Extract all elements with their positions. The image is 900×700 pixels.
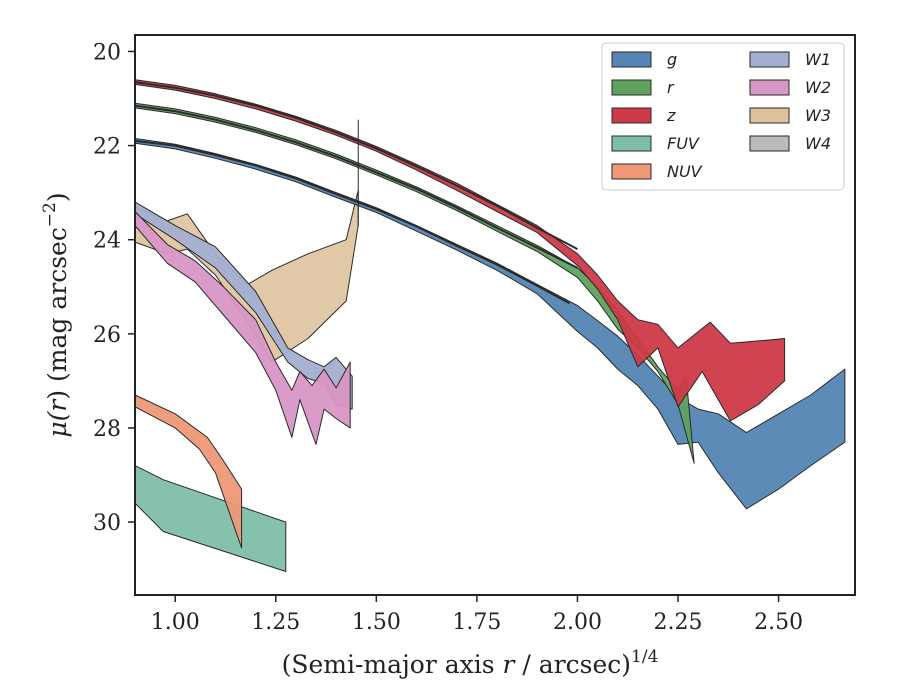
legend-swatch-W4 [749, 135, 790, 152]
y-tick-label: 24 [93, 229, 121, 254]
legend-label-W4: W4 [805, 134, 831, 153]
legend-label-W1: W1 [805, 50, 831, 69]
legend-swatch-g [611, 51, 652, 68]
x-tick-label: 2.50 [754, 610, 803, 635]
x-tick-label: 1.50 [352, 610, 401, 635]
legend-label-g: g [667, 50, 677, 69]
legend-swatch-W3 [749, 107, 790, 124]
x-tick-label: 2.00 [553, 610, 602, 635]
model-curve-r [134, 104, 578, 269]
legend-label-z: z [666, 106, 676, 125]
band-g [134, 138, 846, 510]
plot-frame [134, 34, 856, 596]
legend-label-W3: W3 [805, 106, 831, 125]
x-axis: 1.00 1.25 1.50 1.75 2.00 2.25 2.50 [151, 595, 803, 635]
legend-label-W2: W2 [805, 78, 831, 97]
band-W1 [134, 201, 353, 410]
legend-swatch-z [611, 107, 652, 124]
legend-swatch-W2 [749, 79, 790, 96]
model-curve-g [134, 139, 570, 305]
model-curve-z [134, 81, 578, 250]
y-axis: 20 22 24 26 28 30 [93, 40, 135, 536]
legend-swatch-NUV [611, 163, 652, 180]
x-tick-label: 1.75 [452, 610, 501, 635]
y-tick-label: 30 [93, 511, 121, 536]
x-tick-label: 2.25 [654, 610, 703, 635]
y-tick-label: 28 [93, 417, 121, 442]
y-axis-label: μ(r) (mag arcsec−2) [40, 192, 72, 437]
legend-swatch-W1 [749, 51, 790, 68]
legend-swatch-r [611, 79, 652, 96]
y-tick-label: 26 [93, 323, 121, 348]
legend-label-r: r [667, 78, 675, 97]
legend-label-NUV: NUV [667, 162, 703, 181]
band-fills [134, 79, 846, 572]
model-curves [134, 81, 578, 305]
band-W2 [134, 211, 351, 445]
x-axis-label: (Semi-major axis r / arcsec)1/4 [282, 647, 659, 679]
legend-label-FUV: FUV [667, 134, 700, 153]
legend-swatch-FUV [611, 135, 652, 152]
legend: grz FUV NUV W1 W2 W3 W4 [601, 42, 845, 191]
band-z [134, 79, 786, 422]
x-tick-label: 1.25 [251, 610, 300, 635]
band-NUV [134, 394, 243, 549]
y-tick-label: 22 [93, 135, 121, 160]
band-FUV [134, 465, 287, 572]
band-r [134, 102, 695, 464]
y-tick-label: 20 [93, 40, 121, 65]
x-tick-label: 1.00 [151, 610, 200, 635]
